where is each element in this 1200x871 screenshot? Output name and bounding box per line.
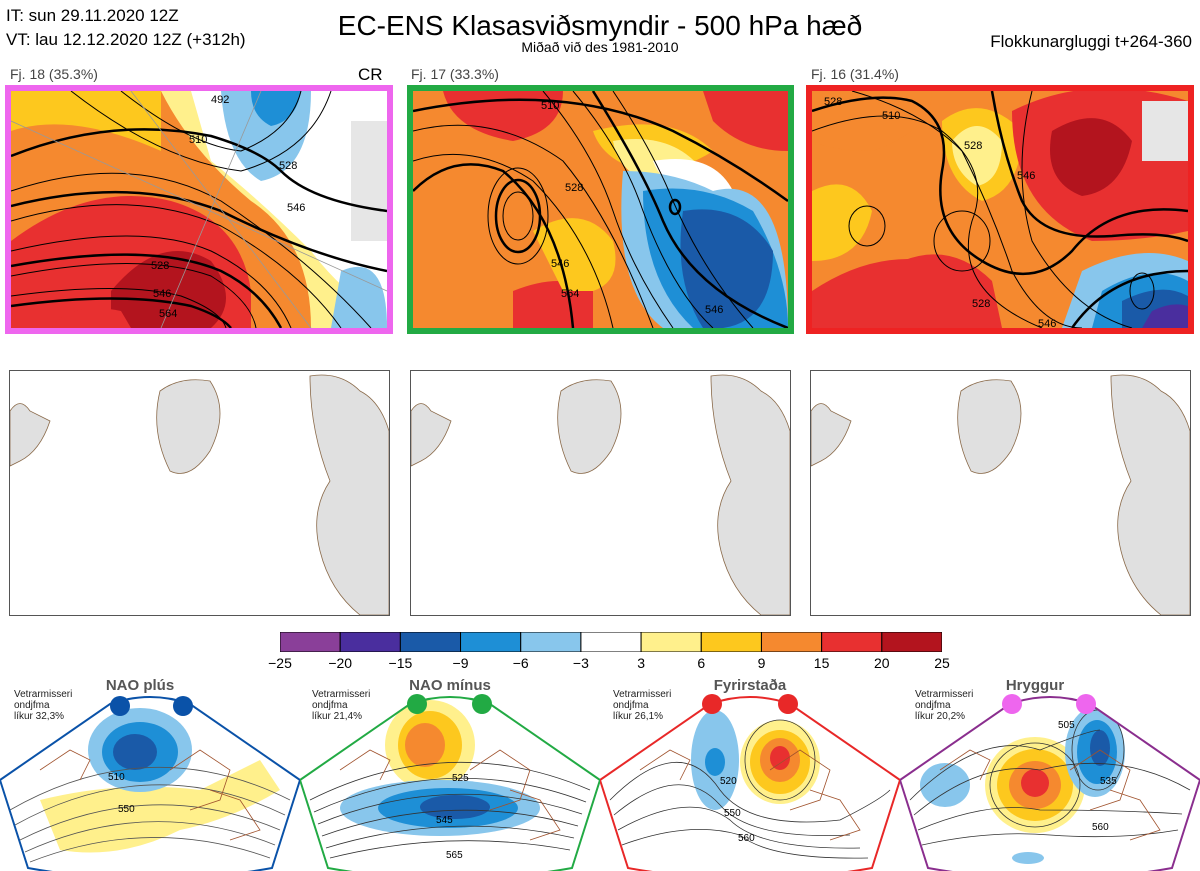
cluster-3-label: Fj. 16 (31.4%) [811, 66, 899, 82]
cluster-3-contour-label: 546 [1017, 170, 1035, 182]
regime-1-map: 510 550 [0, 690, 300, 871]
colorbar-tick: −20 [328, 655, 353, 671]
colorbar-tick: −6 [512, 655, 529, 671]
cluster-2-contour-label: 564 [561, 288, 579, 300]
regime-1-contour-label: 510 [108, 772, 125, 783]
cluster-1-contour-label: 492 [211, 94, 229, 106]
colorbar-swatch [399, 631, 462, 653]
colorbar-swatch [339, 631, 401, 653]
regime-4-contour-label: 560 [1092, 822, 1109, 833]
colorbar-tick: −25 [268, 655, 292, 671]
colorbar-swatch [279, 631, 341, 653]
cluster-1-contour-label: 528 [151, 260, 169, 272]
colorbar-ticks: −25 −20 −15 −9 −6 −3 3 6 9 15 20 25 [268, 655, 950, 673]
colorbar-swatch [580, 631, 642, 653]
colorbar-tick: 20 [874, 655, 890, 671]
blank-map-3 [810, 370, 1191, 616]
cluster-1-contour-label: 564 [159, 308, 177, 320]
page-title: EC-ENS Klasasviðsmyndir - 500 hPa hæð [337, 10, 863, 41]
blank-map-1 [9, 370, 390, 616]
cluster-1-contour-label: 546 [153, 288, 171, 300]
cluster-3-contour-label: 528 [964, 140, 982, 152]
cluster-3-contour-label: 510 [882, 110, 900, 122]
cluster-1-contour-label: 546 [287, 202, 305, 214]
regime-1-title: NAO plús [105, 677, 175, 694]
colorbar-swatch [760, 631, 823, 653]
regime-2-note: Vetrarmisseri ondjfma líkur 21,4% [312, 689, 371, 722]
cluster-3-map: 528 510 528 546 528 546 [806, 85, 1194, 334]
colorbar-tick: 9 [757, 655, 766, 671]
cluster-1-map: 492 510 528 546 528 546 564 [5, 85, 393, 334]
regime-2-map: 525 545 565 [300, 690, 600, 871]
blank-map-2 [410, 370, 791, 616]
regime-3-contour-label: 550 [724, 808, 741, 819]
regime-3-title: Fyrirstaða [713, 677, 787, 694]
colorbar-swatch [821, 631, 883, 653]
cluster-2-contour-label: 546 [551, 258, 569, 270]
regime-4-contour-label: 535 [1100, 776, 1117, 787]
colorbar-tick: 3 [637, 655, 645, 671]
regime-2-contour-label: 545 [436, 815, 453, 826]
regime-1-contour-label: 550 [118, 804, 135, 815]
cluster-1-contour-label: 528 [279, 160, 297, 172]
colorbar-tick: 25 [934, 655, 950, 671]
colorbar-tick: 6 [697, 655, 706, 671]
cluster-1-label: Fj. 18 (35.3%) [10, 66, 98, 82]
regime-4-title: Hryggur [1005, 677, 1065, 694]
cluster-3-contour-label: 546 [1038, 318, 1056, 328]
regime-3-contour-label: 520 [720, 776, 737, 787]
cluster-1-contour-label: 510 [189, 134, 207, 146]
clustering-window: Flokkunargluggi t+264-360 [990, 32, 1192, 51]
regime-3-map: 520 550 560 [600, 690, 900, 871]
cluster-2-label: Fj. 17 (33.3%) [411, 66, 499, 82]
colorbar-tick: −15 [388, 655, 413, 671]
colorbar-tick: −3 [572, 655, 589, 671]
regime-2-contour-label: 525 [452, 773, 469, 784]
colorbar [279, 631, 943, 653]
colorbar-swatch [700, 631, 762, 653]
page-subtitle: Miðað við des 1981-2010 [521, 39, 679, 55]
regime-4-map: 505 535 560 [900, 690, 1200, 871]
cluster-2-contour-label: 510 [541, 100, 559, 112]
cluster-3-contour-label: 528 [972, 298, 990, 310]
regime-3-note: Vetrarmisseri ondjfma líkur 26,1% [613, 689, 672, 722]
regime-4-note: Vetrarmisseri ondjfma líkur 20,2% [915, 689, 974, 722]
regime-3-contour-label: 560 [738, 833, 755, 844]
colorbar-swatch [460, 631, 522, 653]
regime-4-contour-label: 505 [1058, 720, 1075, 731]
cluster-2-contour-label: 528 [565, 182, 583, 194]
cluster-2-map: 510 528 546 564 546 [407, 85, 794, 334]
regime-1-note: Vetrarmisseri ondjfma líkur 32,3% [14, 689, 73, 722]
cluster-1-tag: CR [358, 65, 383, 84]
regime-2-title: NAO mínus [409, 677, 491, 694]
cluster-3-contour-label: 528 [824, 96, 842, 108]
colorbar-swatch [640, 631, 702, 653]
valid-time: VT: lau 12.12.2020 12Z (+312h) [6, 30, 246, 49]
cluster-2-contour-label: 546 [705, 304, 723, 316]
regime-2-contour-label: 565 [446, 850, 463, 861]
initial-time: IT: sun 29.11.2020 12Z [6, 6, 179, 25]
colorbar-tick: −9 [452, 655, 469, 671]
colorbar-swatch [520, 631, 582, 653]
colorbar-swatch [881, 631, 943, 653]
colorbar-tick: 15 [813, 655, 830, 671]
